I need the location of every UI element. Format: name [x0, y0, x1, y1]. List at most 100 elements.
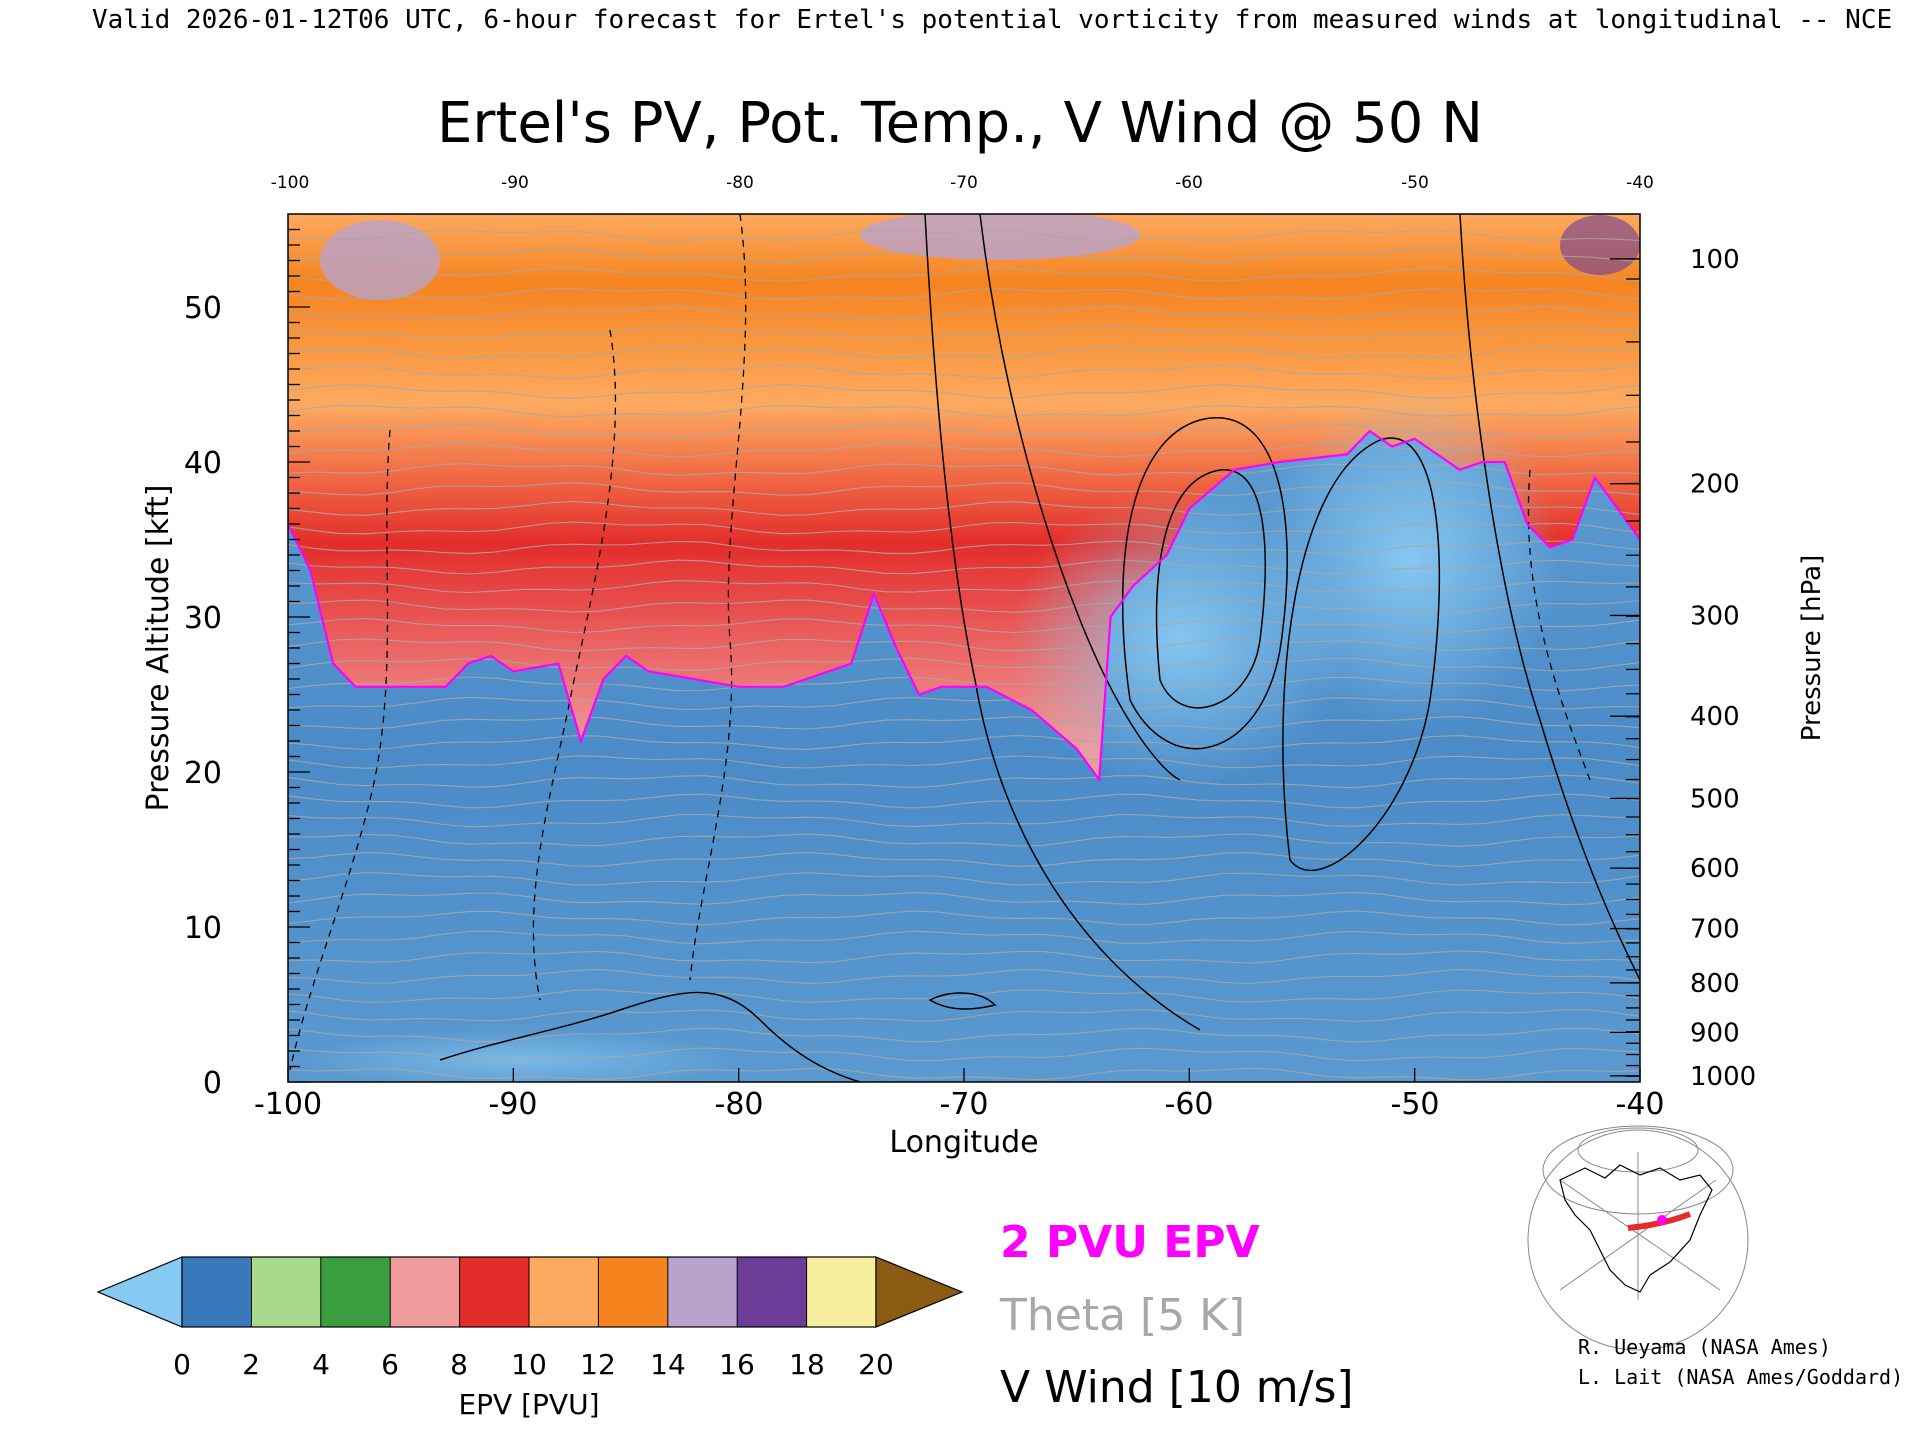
x-tick-label: -40	[1616, 1087, 1665, 1122]
theta-contour-line	[288, 463, 1640, 476]
colorbar-label: EPV [PVU]	[458, 1388, 599, 1421]
legend-epv: 2 PVU EPV	[1000, 1217, 1260, 1268]
right-tick-labels: 100 200 300 400 500 600 700 800 900 1000	[1690, 245, 1756, 1092]
y-tick-label: 30	[184, 601, 222, 636]
colorbar-segments	[181, 1256, 877, 1328]
top-tick-labels: -100 -90 -80 -70 -60 -50 -40	[271, 173, 1654, 193]
theta-contour-line	[288, 774, 1640, 789]
vwind-neg-contour-a	[289, 429, 391, 1071]
theta-contour-line	[288, 891, 1640, 906]
y-axis-label-right: Pressure [hPa]	[1797, 555, 1827, 742]
top-tick-label: -40	[1626, 173, 1654, 193]
pressure-tick-label: 1000	[1690, 1062, 1756, 1092]
y-axis-label-left: Pressure Altitude [kft]	[141, 485, 176, 812]
low-pv-patch-surface	[300, 1030, 740, 1082]
theta-contour-line	[288, 1009, 1640, 1022]
pressure-tick-label: 900	[1690, 1018, 1740, 1048]
theta-contour-line	[288, 500, 1640, 516]
colorbar-segment	[459, 1257, 530, 1327]
y-tick-label: 10	[184, 911, 222, 946]
pressure-tick-label: 200	[1690, 470, 1740, 500]
x-tick-label: -100	[254, 1087, 322, 1122]
vwind-neg-contour-d	[1527, 469, 1591, 781]
top-tick-label: -80	[726, 173, 754, 193]
theta-contour-line	[288, 657, 1640, 672]
y-tick-label: 40	[184, 446, 222, 481]
colorbar-tick-label: 2	[242, 1348, 260, 1381]
vwind-neg-contour-c	[689, 214, 747, 981]
colorbar-tick-label: 20	[858, 1348, 894, 1381]
theta-contour-line	[288, 580, 1640, 594]
colorbar-tick-label: 8	[450, 1348, 468, 1381]
locator-map-marker	[1657, 1215, 1667, 1225]
theta-contour-line	[288, 1027, 1640, 1043]
header-valid-line: Valid 2026-01-12T06 UTC, 6-hour forecast…	[92, 5, 1892, 35]
x-tick-label: -50	[1391, 1087, 1440, 1122]
chart-title: Ertel's PV, Pot. Temp., V Wind @ 50 N	[437, 91, 1483, 156]
theta-contour-line	[288, 229, 1640, 242]
top-tick-label: -70	[950, 173, 978, 193]
theta-contour-line	[288, 364, 1640, 380]
theta-contour-line	[288, 1047, 1640, 1062]
theta-contour-line	[288, 793, 1640, 809]
pressure-tick-label: 300	[1690, 602, 1740, 632]
vwind-contour-surface	[439, 991, 861, 1082]
colorbar-segment	[806, 1257, 877, 1327]
theta-contour-line	[288, 755, 1640, 769]
colorbar-segment	[182, 1257, 252, 1327]
colorbar-tick-label: 14	[650, 1348, 686, 1381]
theta-contour-line	[288, 950, 1640, 964]
vwind-contour-loop-c	[1282, 437, 1441, 872]
vwind-negative-contours	[289, 214, 1591, 1071]
top-tick-label: -60	[1175, 173, 1203, 193]
theta-contour-line	[288, 346, 1640, 359]
theta-contour-line	[288, 540, 1640, 555]
colorbar-under-arrow	[96, 1256, 183, 1328]
theta-contour-line	[288, 734, 1640, 751]
colorbar-segment	[529, 1257, 599, 1327]
colorbar-segment	[737, 1257, 808, 1327]
theta-contour-line	[288, 716, 1640, 730]
x-tick-label: -70	[940, 1087, 989, 1122]
contour-legend: 2 PVU EPV Theta [5 K] V Wind [10 m/s]	[999, 1217, 1354, 1413]
colorbar-segment	[320, 1257, 391, 1327]
top-tick-label: -90	[501, 173, 529, 193]
colorbar-tick-labels: 0 2 4 6 8 10 12 14 16 18 20	[173, 1348, 894, 1381]
theta-contour-line	[288, 404, 1640, 418]
theta-contour-line	[288, 442, 1640, 458]
legend-vwind: V Wind [10 m/s]	[1000, 1362, 1354, 1413]
tropopause-2pvu-line	[288, 429, 1640, 783]
pressure-tick-label: 800	[1690, 969, 1740, 999]
theta-contour-line	[288, 989, 1640, 1003]
colorbar-tick-label: 16	[719, 1348, 755, 1381]
legend-theta: Theta [5 K]	[999, 1290, 1245, 1341]
credit-line-1: R. Ueyama (NASA Ames)	[1578, 1335, 1831, 1359]
pressure-tick-label: 100	[1690, 245, 1740, 275]
high-pv-cap-east	[1560, 215, 1640, 275]
theta-contour-line	[288, 288, 1640, 301]
locator-map-coastline	[1559, 1164, 1713, 1293]
plot-area	[288, 214, 1640, 1082]
theta-contour-line	[288, 599, 1640, 613]
colorbar-tick-label: 10	[511, 1348, 547, 1381]
theta-contour-line	[288, 384, 1640, 399]
x-tick-label: -90	[489, 1087, 538, 1122]
colorbar-tick-label: 4	[312, 1348, 330, 1381]
theta-contour-line	[288, 247, 1640, 263]
y-tick-label: 50	[184, 291, 222, 326]
colorbar-over-arrow	[875, 1256, 964, 1328]
locator-map	[1527, 1125, 1749, 1351]
vwind-contour-east	[1459, 214, 1640, 981]
right-axis-ticks	[1610, 258, 1640, 1078]
vwind-contours	[439, 214, 1640, 1082]
colorbar-tick-label: 0	[173, 1348, 191, 1381]
colorbar-tick-label: 12	[580, 1348, 616, 1381]
theta-contour-line	[288, 306, 1640, 321]
theta-contour-line	[288, 559, 1640, 575]
vwind-contour-small	[928, 992, 997, 1010]
pressure-tick-label: 600	[1690, 854, 1740, 884]
theta-contour-line	[288, 638, 1640, 652]
pressure-tick-label: 400	[1690, 702, 1740, 732]
theta-contour-line	[288, 930, 1640, 945]
